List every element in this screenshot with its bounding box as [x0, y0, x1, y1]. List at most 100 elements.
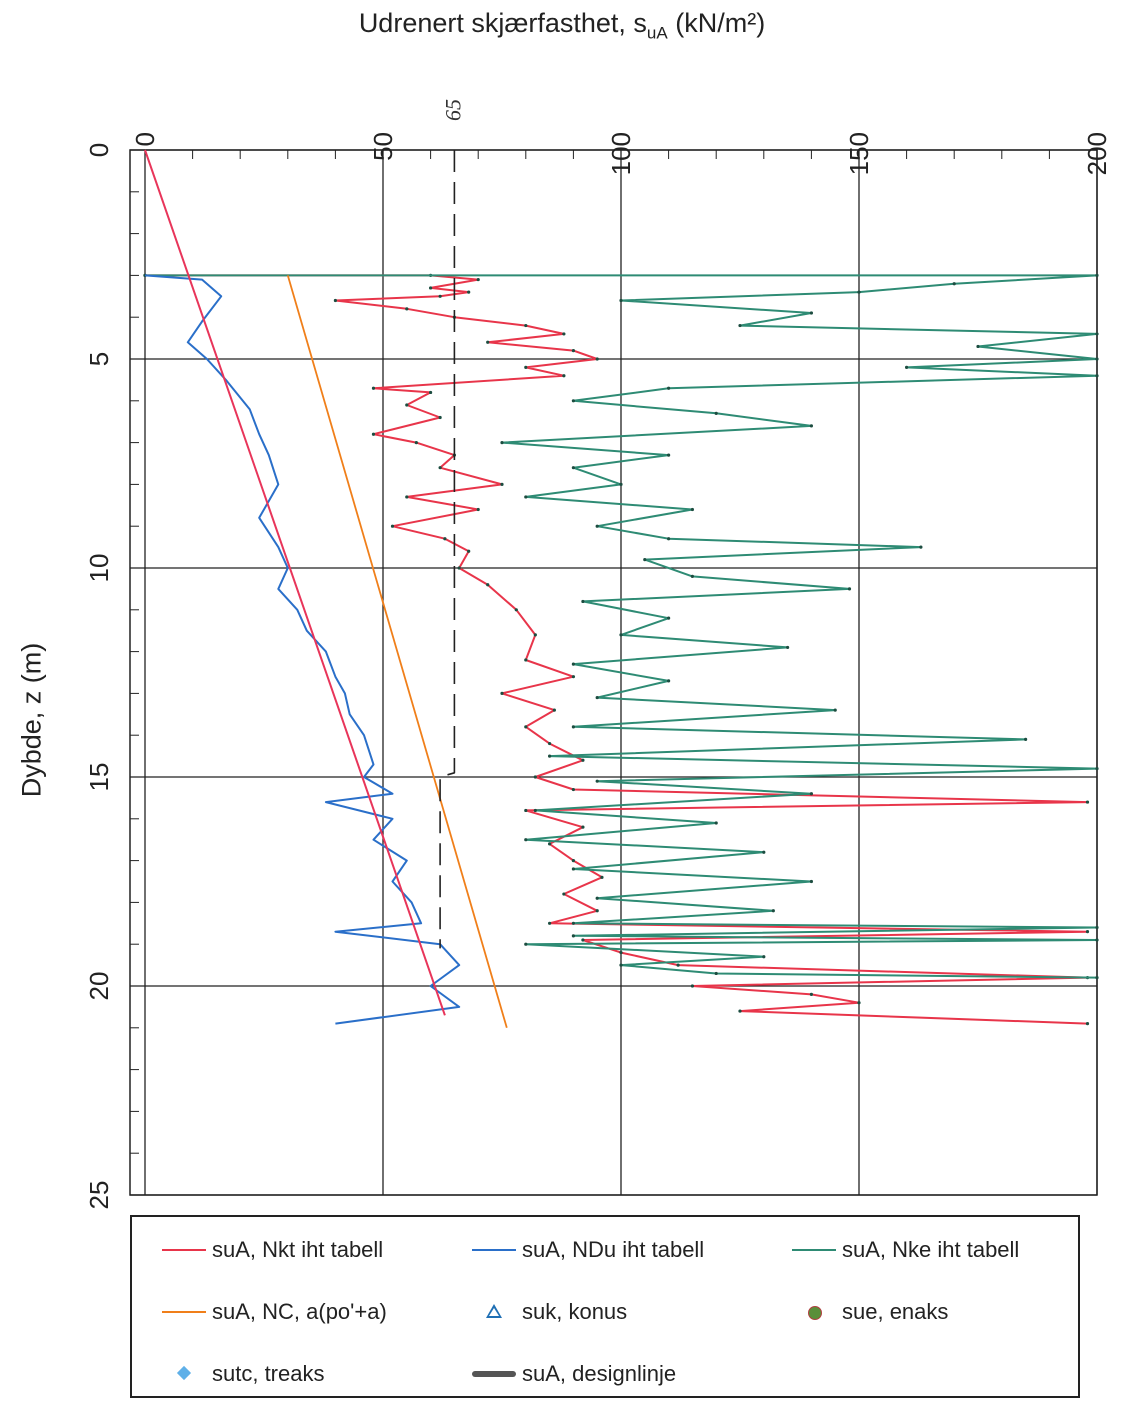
data-point [714, 971, 718, 976]
data-point [571, 662, 576, 666]
data-point [809, 424, 814, 428]
data-point [600, 875, 604, 879]
data-point [438, 415, 442, 420]
data-point [571, 349, 576, 353]
data-point [500, 691, 504, 696]
data-point [486, 340, 490, 344]
data-point [524, 942, 528, 946]
data-point [571, 934, 576, 938]
data-point [762, 955, 766, 959]
legend-label: suk, konus [522, 1299, 628, 1324]
data-point [976, 344, 980, 349]
data-point [429, 286, 433, 290]
data-point [771, 909, 775, 913]
data-point [1085, 800, 1090, 804]
y-tick-label: 20 [84, 972, 114, 1001]
x-tick-label: 0 [130, 132, 160, 146]
data-point [405, 495, 409, 499]
x-tick-label: 150 [844, 132, 874, 175]
legend-item-nkt: suA, Nkt iht tabell [162, 1237, 383, 1263]
data-point [476, 507, 480, 512]
x-tick-label: 200 [1082, 132, 1112, 175]
data-point [533, 775, 537, 779]
legend-label: suA, NDu iht tabell [522, 1237, 705, 1262]
data-point [562, 892, 566, 896]
data-point [524, 495, 528, 499]
legend-line-icon [472, 1366, 516, 1382]
data-point [595, 779, 599, 783]
data-point [1095, 332, 1099, 336]
data-point [514, 608, 518, 612]
legend-label: suA, designlinje [522, 1361, 677, 1386]
data-point [486, 583, 490, 587]
data-point [619, 950, 623, 955]
legend-line-icon [472, 1242, 516, 1258]
y-tick-label: 0 [84, 143, 114, 157]
series-line-5 [439, 150, 456, 949]
legend-label: suA, NC, a(po'+a) [212, 1299, 387, 1324]
x-tick-label: 50 [368, 132, 398, 161]
data-point [595, 896, 599, 900]
data-point [371, 386, 376, 390]
data-point [457, 566, 461, 570]
data-point [1085, 1022, 1090, 1026]
legend-line-icon [162, 1304, 206, 1320]
data-point [571, 725, 576, 729]
y-axis-label: Dybde, z (m) [16, 642, 47, 798]
data-point [581, 758, 585, 762]
data-point [595, 695, 599, 700]
data-point [1095, 357, 1099, 361]
legend-line-icon [792, 1242, 836, 1258]
data-point [581, 599, 585, 604]
data-point [443, 537, 447, 541]
data-point [619, 963, 623, 967]
series-line-0 [145, 274, 1089, 1025]
data-point [429, 390, 433, 395]
data-point [762, 850, 766, 854]
data-point [533, 633, 537, 637]
y-tick-label: 15 [84, 763, 114, 792]
data-point [571, 675, 576, 679]
diamond-icon [162, 1365, 206, 1382]
chart-title: Udrenert skjærfasthet, suA (kN/m²) [358, 8, 766, 43]
data-point [467, 549, 471, 553]
data-point [562, 332, 566, 336]
data-point [1095, 767, 1099, 771]
data-point [533, 808, 537, 813]
data-point [581, 938, 585, 942]
data-point [548, 754, 552, 758]
data-point [619, 298, 623, 303]
series-line-4 [144, 149, 446, 1016]
data-point [552, 708, 556, 712]
triangle-icon [472, 1304, 516, 1320]
data-point [524, 725, 528, 729]
data-point [667, 386, 671, 390]
data-point [847, 587, 852, 591]
data-point [1095, 976, 1099, 980]
data-point [905, 365, 909, 369]
data-point [667, 537, 671, 541]
series-line-2 [144, 274, 461, 1025]
data-point [833, 708, 837, 712]
data-point [1095, 938, 1099, 942]
legend-label: sue, enaks [842, 1299, 949, 1324]
data-point [619, 633, 623, 637]
legend-item-nke: suA, Nke iht tabell [792, 1237, 1019, 1263]
data-point [857, 290, 861, 294]
data-point [414, 441, 418, 445]
data-point [333, 298, 337, 303]
data-point [643, 558, 647, 562]
series-line-3 [286, 275, 508, 1029]
legend-line-icon [162, 1242, 206, 1258]
legend-label: sutc, treaks [212, 1361, 325, 1386]
data-point [667, 679, 671, 683]
legend: suA, Nkt iht tabell suA, NDu iht tabell … [130, 1215, 1080, 1398]
data-point [619, 482, 623, 486]
data-point [500, 482, 504, 486]
data-point [405, 403, 409, 407]
data-point [581, 825, 585, 829]
data-point [714, 411, 718, 415]
data-point [390, 524, 395, 528]
data-point [809, 992, 814, 996]
